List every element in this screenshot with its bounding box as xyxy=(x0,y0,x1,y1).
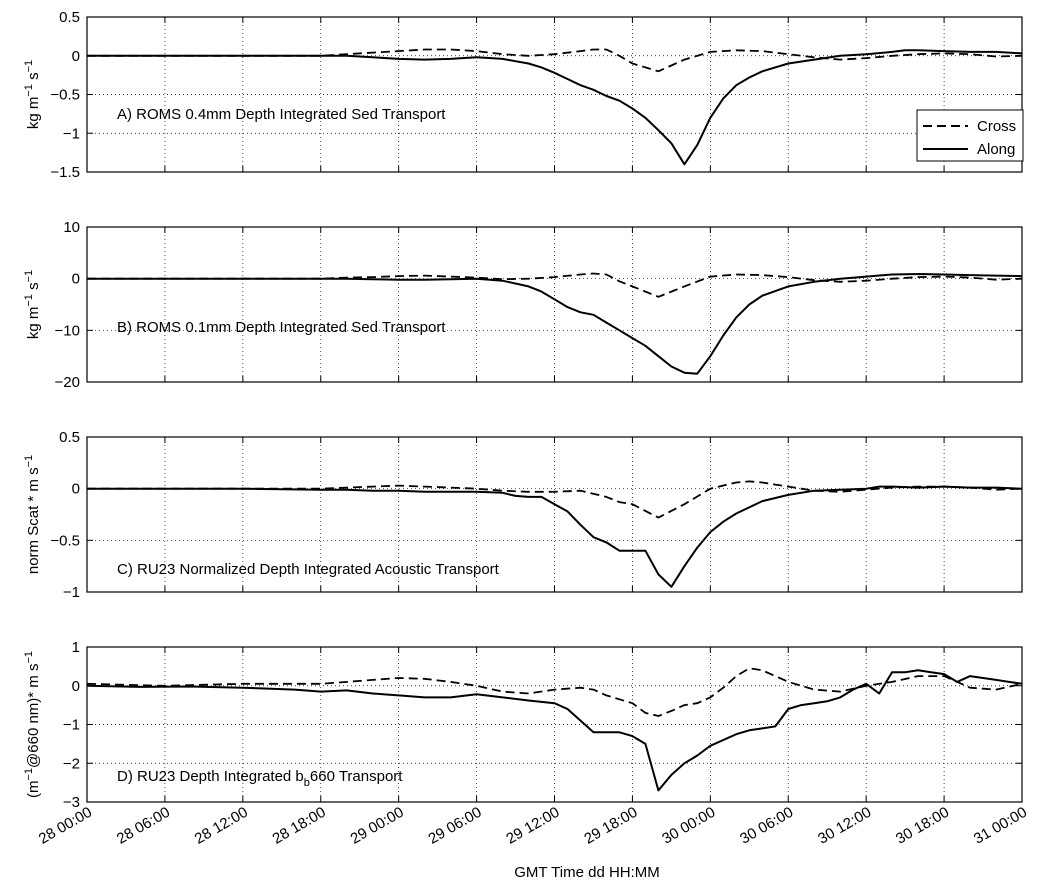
panel-annotation: A) ROMS 0.4mm Depth Integrated Sed Trans… xyxy=(117,106,446,123)
plot-area xyxy=(87,437,1022,592)
x-axis-title: GMT Time dd HH:MM xyxy=(514,864,660,881)
x-tick-label: 30 18:00 xyxy=(893,804,952,848)
axes-frame xyxy=(86,16,1023,173)
series-line-cross xyxy=(86,667,1023,717)
y-label-base: kg m xyxy=(25,307,42,340)
x-tick-label: 29 12:00 xyxy=(503,804,562,848)
y-label-exp2: −1 xyxy=(23,270,35,283)
axes-frame xyxy=(86,226,1023,383)
y-tick-label: −1 xyxy=(63,717,80,734)
y-tick-label: −0.5 xyxy=(50,87,80,104)
axes-frame xyxy=(86,436,1023,593)
series-line-along xyxy=(87,485,1023,588)
x-tick-label: 28 12:00 xyxy=(192,804,251,848)
annotation-main: D) RU23 Depth Integrated b xyxy=(117,768,304,785)
y-tick-label: 0 xyxy=(72,271,80,288)
series-line-along xyxy=(87,49,1023,166)
legend-along-label: Along xyxy=(977,141,1015,158)
y-axis-label: (m−1@660 nm)* m s−1 xyxy=(23,651,42,798)
x-axis-labels: 28 00:00 28 06:00 28 12:00 28 18:00 29 00:00… xyxy=(36,804,1030,848)
x-tick-label: 31 00:00 xyxy=(971,804,1030,848)
x-tick-label: 30 12:00 xyxy=(815,804,874,848)
series-line-cross xyxy=(87,480,1023,519)
annotation-tail: 660 Transport xyxy=(310,768,403,785)
plot-area xyxy=(87,647,1022,802)
panel-annotation: B) ROMS 0.1mm Depth Integrated Sed Trans… xyxy=(117,319,446,336)
panel-b: −20 −10 0 10 B) ROMS 0.1mm Depth Integrated … xyxy=(23,219,1023,391)
legend-cross-label: Cross xyxy=(977,118,1016,135)
y-tick-label: −2 xyxy=(63,755,80,772)
y-label-mid: s xyxy=(25,282,42,294)
y-tick-label: −0.5 xyxy=(50,532,80,549)
y-tick-label: 0.5 xyxy=(59,9,80,26)
series-line-cross xyxy=(87,272,1023,298)
y-tick-label: 0.5 xyxy=(59,429,80,446)
panel-annotation: C) RU23 Normalized Depth Integrated Acou… xyxy=(117,561,500,578)
x-tick-label: 29 18:00 xyxy=(581,804,640,848)
y-label-exp1: −1 xyxy=(23,84,35,97)
y-label-exp2: −1 xyxy=(23,60,35,73)
panel-c: −1 −0.5 0 0.5 C) RU23 Normalized Depth Integ… xyxy=(23,429,1023,601)
panel-d: −3 −2 −1 0 1 D) RU23 Depth Integrated bb660 T… xyxy=(23,639,1023,811)
x-tick-label: 28 18:00 xyxy=(270,804,329,848)
x-tick-label: 30 00:00 xyxy=(659,804,718,848)
series-line-along xyxy=(87,273,1023,375)
y-label-base: (m xyxy=(25,781,42,799)
y-tick-label: 1 xyxy=(72,639,80,656)
panel-a: −1.5 −1 −0.5 0 0.5 A) ROMS 0.4mm Depth Integr… xyxy=(23,9,1023,181)
y-tick-label: −1 xyxy=(63,125,80,142)
y-tick-label: 10 xyxy=(63,219,80,236)
axes-frame xyxy=(86,646,1023,803)
panel-annotation: D) RU23 Depth Integrated bb660 Transport xyxy=(117,768,403,789)
series-line-cross xyxy=(87,48,1023,73)
y-tick-label: 0 xyxy=(72,481,80,498)
panels: −1.5 −1 −0.5 0 0.5 A) ROMS 0.4mm Depth Integr… xyxy=(23,9,1023,811)
y-axis-label: kg m−1 s−1 xyxy=(23,60,42,129)
y-label-mid: @660 nm)* m s xyxy=(25,664,42,768)
y-tick-label: −1.5 xyxy=(50,164,80,181)
y-label-exp1: −1 xyxy=(23,455,35,468)
plot-area xyxy=(87,17,1022,172)
x-tick-label: 29 00:00 xyxy=(348,804,407,848)
x-tick-label: 30 06:00 xyxy=(737,804,796,848)
x-tick-label: 29 06:00 xyxy=(426,804,485,848)
legend-box xyxy=(916,109,1024,162)
y-tick-label: −3 xyxy=(63,794,80,811)
y-tick-label: 0 xyxy=(72,48,80,65)
legend: Cross Along xyxy=(916,109,1024,162)
x-tick-label: 28 06:00 xyxy=(114,804,173,848)
y-label-exp1: −1 xyxy=(23,294,35,307)
plot-area xyxy=(87,227,1022,382)
y-label-base: kg m xyxy=(25,97,42,130)
series-line-along xyxy=(86,669,1023,792)
y-axis-label: norm Scat * m s−1 xyxy=(23,455,42,574)
y-label-mid: s xyxy=(25,72,42,84)
y-label-exp1: −1 xyxy=(23,768,35,781)
y-tick-label: −1 xyxy=(63,584,80,601)
y-axis-label: kg m−1 s−1 xyxy=(23,270,42,339)
y-label-base: norm Scat * m s xyxy=(25,467,42,574)
y-tick-label: −20 xyxy=(55,374,80,391)
y-tick-label: 0 xyxy=(72,678,80,695)
y-tick-label: −10 xyxy=(55,322,80,339)
y-label-exp2: −1 xyxy=(23,651,35,664)
annotation-subscript: b xyxy=(304,777,310,789)
